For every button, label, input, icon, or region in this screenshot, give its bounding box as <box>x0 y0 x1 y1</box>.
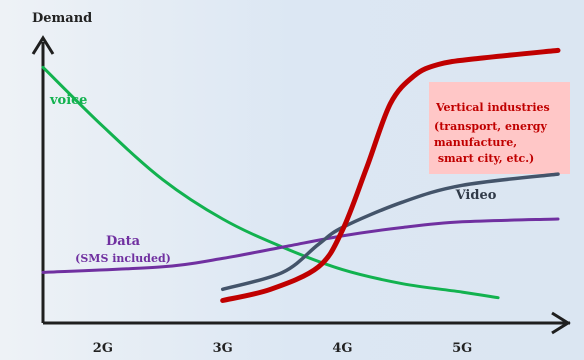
series-label-voice: voice <box>49 93 87 108</box>
annotation-line-2: manufacture, <box>434 136 517 149</box>
annotation-box <box>429 82 570 174</box>
series-label-data-line-1: (SMS included) <box>75 252 171 265</box>
series-label-vertical-industries: Vertical industries <box>435 101 550 114</box>
series-line-data <box>41 217 560 274</box>
y-axis-title: Demand <box>32 11 92 26</box>
series-label-video: Video <box>455 188 497 203</box>
x-tick-label-3g: 3G <box>213 341 233 356</box>
series-labels: voice Data (SMS included) Video Vertical ind… <box>49 93 550 265</box>
annotation-line-3: smart city, etc.) <box>434 152 534 165</box>
x-tick-label-5g: 5G <box>452 341 472 356</box>
series-label-data: Data <box>106 234 141 249</box>
x-tick-label-4g: 4G <box>332 341 352 356</box>
y-axis-arrow <box>31 35 55 55</box>
x-axis-arrow <box>551 311 571 335</box>
series-line-voice <box>41 65 500 300</box>
annotation-line-1: (transport, energy <box>434 120 547 133</box>
x-tick-labels: 2G 3G 4G 5G <box>93 341 472 356</box>
x-tick-label-2g: 2G <box>93 341 113 356</box>
axes <box>31 35 571 335</box>
series-line-vertical-industries <box>220 47 561 303</box>
series-layer <box>41 47 561 303</box>
